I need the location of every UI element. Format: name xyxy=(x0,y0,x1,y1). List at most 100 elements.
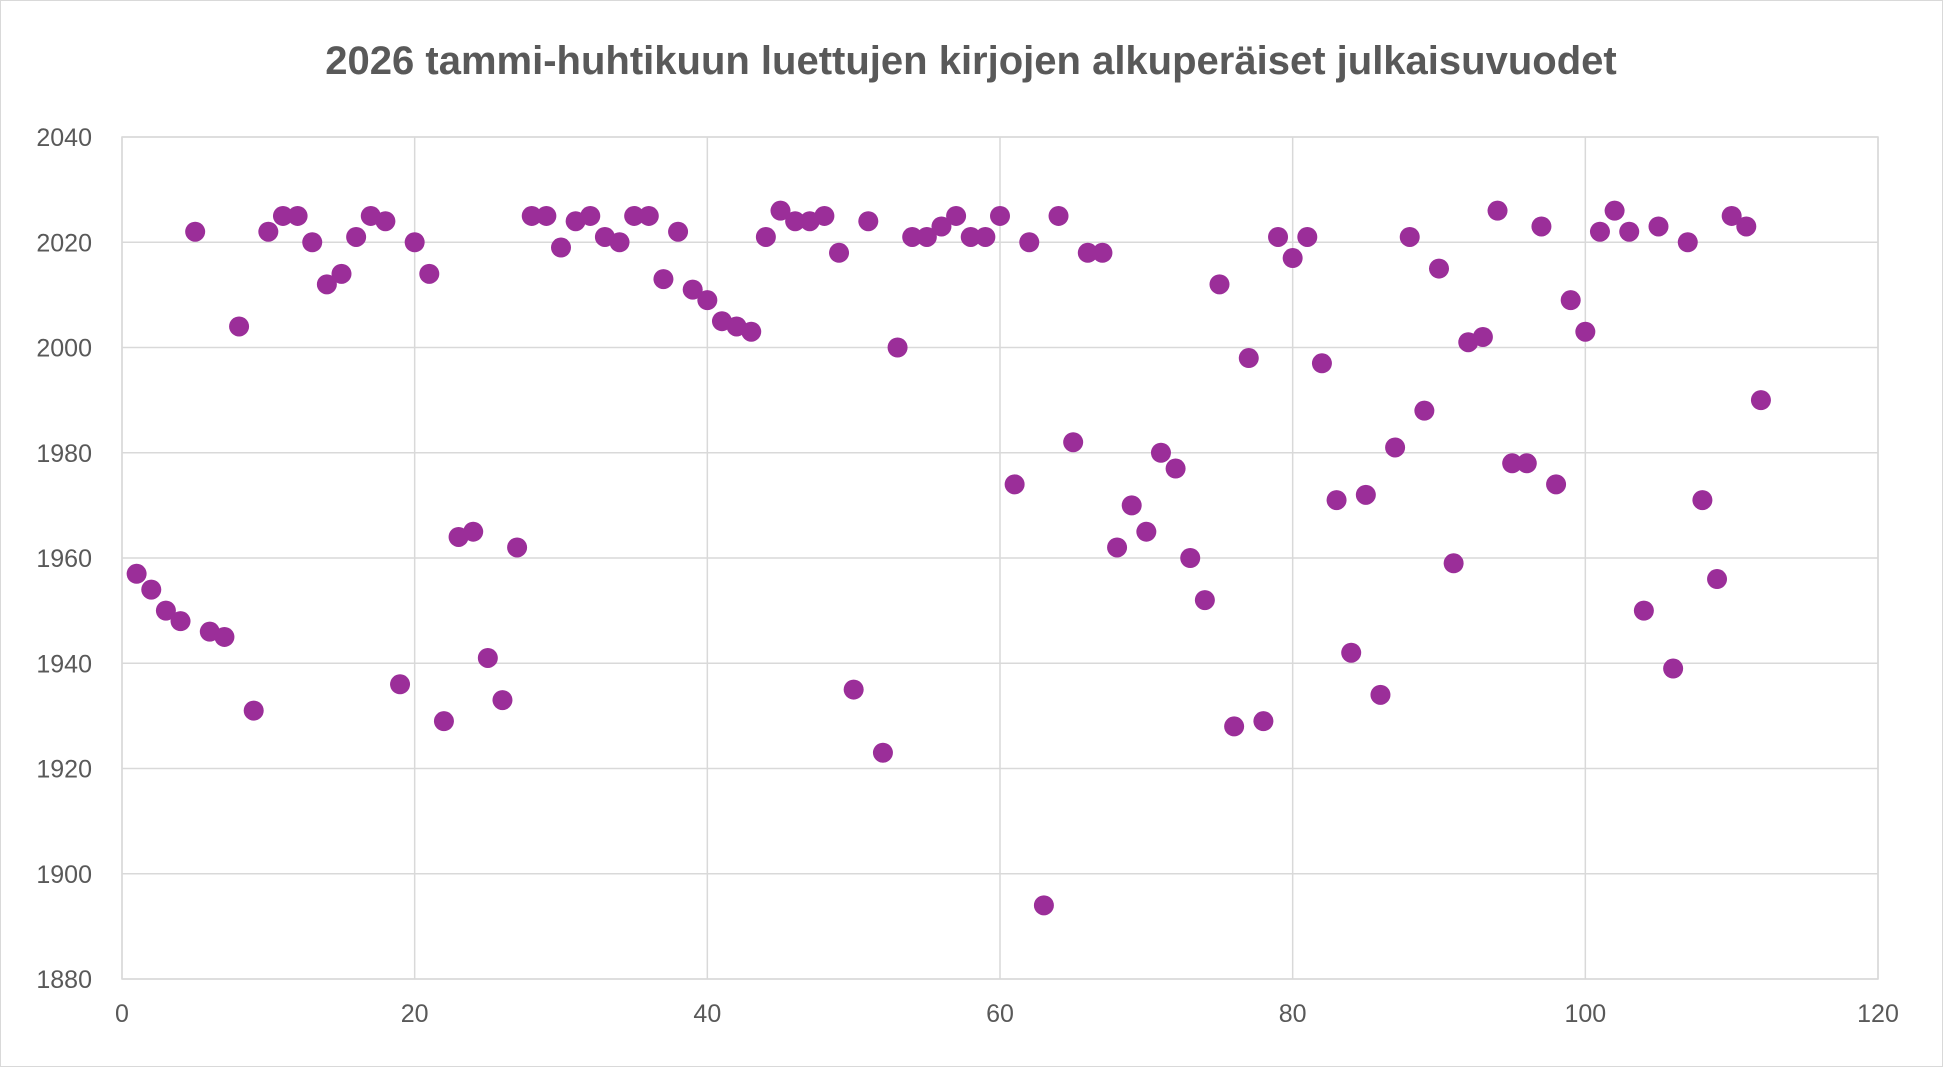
data-point-25 xyxy=(477,647,498,668)
data-point-2 xyxy=(141,579,162,600)
data-point-104 xyxy=(1633,600,1654,621)
data-point-55 xyxy=(916,226,937,247)
data-point-74 xyxy=(1194,590,1215,611)
data-point-19 xyxy=(390,674,411,695)
data-point-4 xyxy=(170,611,191,632)
y-tick-label: 2040 xyxy=(36,124,92,152)
data-point-71 xyxy=(1150,442,1171,463)
data-point-38 xyxy=(668,221,689,242)
data-point-75 xyxy=(1209,274,1230,295)
y-axis-ticks: 1880 1900 1920 1940 1960 1980 2000 2020 2040 xyxy=(36,124,92,994)
data-point-64 xyxy=(1048,205,1069,226)
data-point-13 xyxy=(302,232,323,253)
data-point-7 xyxy=(214,626,235,647)
data-point-63 xyxy=(1033,895,1054,916)
data-points xyxy=(126,200,1771,916)
chart-title: 2026 tammi-huhtikuun luettujen kirjojen … xyxy=(325,39,1616,83)
data-point-84 xyxy=(1341,642,1362,663)
data-point-59 xyxy=(975,226,996,247)
data-point-28 xyxy=(521,205,542,226)
data-point-14 xyxy=(316,274,337,295)
data-point-95 xyxy=(1502,453,1523,474)
data-point-90 xyxy=(1429,258,1449,279)
data-point-73 xyxy=(1180,548,1201,568)
data-point-51 xyxy=(858,211,879,232)
data-point-99 xyxy=(1560,290,1581,311)
data-point-78 xyxy=(1253,711,1274,732)
data-point-8 xyxy=(229,316,250,337)
data-point-43 xyxy=(741,321,762,342)
data-point-105 xyxy=(1648,216,1669,237)
data-point-81 xyxy=(1297,226,1318,247)
data-point-5 xyxy=(185,221,206,242)
data-point-54 xyxy=(902,226,923,247)
data-point-86 xyxy=(1370,684,1391,705)
x-tick-label: 120 xyxy=(1857,1000,1899,1028)
data-point-16 xyxy=(346,226,367,247)
data-point-32 xyxy=(580,205,601,226)
data-point-68 xyxy=(1107,537,1128,558)
data-point-109 xyxy=(1707,569,1728,590)
data-point-61 xyxy=(1004,474,1025,495)
data-point-52 xyxy=(872,742,893,763)
data-point-1 xyxy=(126,563,147,584)
data-point-87 xyxy=(1385,437,1406,458)
data-point-53 xyxy=(887,337,908,358)
data-point-107 xyxy=(1677,232,1698,253)
data-point-108 xyxy=(1692,490,1713,511)
y-tick-label: 1920 xyxy=(36,756,92,784)
data-point-111 xyxy=(1736,216,1757,237)
data-point-34 xyxy=(609,232,630,253)
data-point-24 xyxy=(463,521,484,542)
data-point-40 xyxy=(697,290,718,311)
data-point-67 xyxy=(1092,242,1113,263)
plot-area xyxy=(121,136,1879,980)
data-point-11 xyxy=(272,205,293,226)
data-point-103 xyxy=(1619,221,1640,242)
data-point-66 xyxy=(1077,242,1098,263)
data-point-83 xyxy=(1326,490,1347,511)
data-point-80 xyxy=(1282,248,1303,269)
data-point-93 xyxy=(1472,326,1493,347)
data-point-85 xyxy=(1355,484,1376,505)
y-tick-label: 1980 xyxy=(36,440,92,468)
data-point-12 xyxy=(287,205,308,226)
data-point-102 xyxy=(1604,200,1625,221)
data-point-101 xyxy=(1589,221,1610,242)
data-point-36 xyxy=(638,205,659,226)
data-point-91 xyxy=(1443,553,1464,574)
y-tick-label: 1960 xyxy=(36,545,92,573)
data-point-21 xyxy=(419,263,440,284)
data-point-37 xyxy=(653,269,674,290)
data-point-60 xyxy=(990,205,1010,226)
data-point-82 xyxy=(1311,353,1332,374)
data-point-62 xyxy=(1019,232,1040,253)
x-tick-label: 60 xyxy=(986,1000,1014,1028)
data-point-29 xyxy=(536,205,557,226)
x-tick-label: 0 xyxy=(115,1000,129,1028)
x-tick-label: 40 xyxy=(693,1000,721,1028)
data-point-89 xyxy=(1414,400,1435,421)
y-tick-label: 1940 xyxy=(36,650,92,678)
x-axis-ticks: 0 20 40 60 80 100 120 xyxy=(115,1000,1899,1028)
data-point-76 xyxy=(1224,716,1245,737)
y-tick-label: 1880 xyxy=(36,966,92,994)
data-point-18 xyxy=(375,211,396,232)
data-point-9 xyxy=(243,700,264,721)
data-point-27 xyxy=(507,537,528,558)
data-point-97 xyxy=(1531,216,1552,237)
data-point-30 xyxy=(551,237,571,258)
data-point-96 xyxy=(1516,453,1537,474)
data-point-58 xyxy=(960,226,981,247)
data-point-77 xyxy=(1238,348,1259,369)
data-point-88 xyxy=(1399,226,1420,247)
data-point-69 xyxy=(1121,495,1142,516)
data-point-70 xyxy=(1136,521,1157,542)
grid xyxy=(121,136,1879,980)
data-point-50 xyxy=(843,679,864,700)
data-point-15 xyxy=(331,263,352,284)
data-point-57 xyxy=(946,205,967,226)
data-point-72 xyxy=(1165,458,1186,479)
